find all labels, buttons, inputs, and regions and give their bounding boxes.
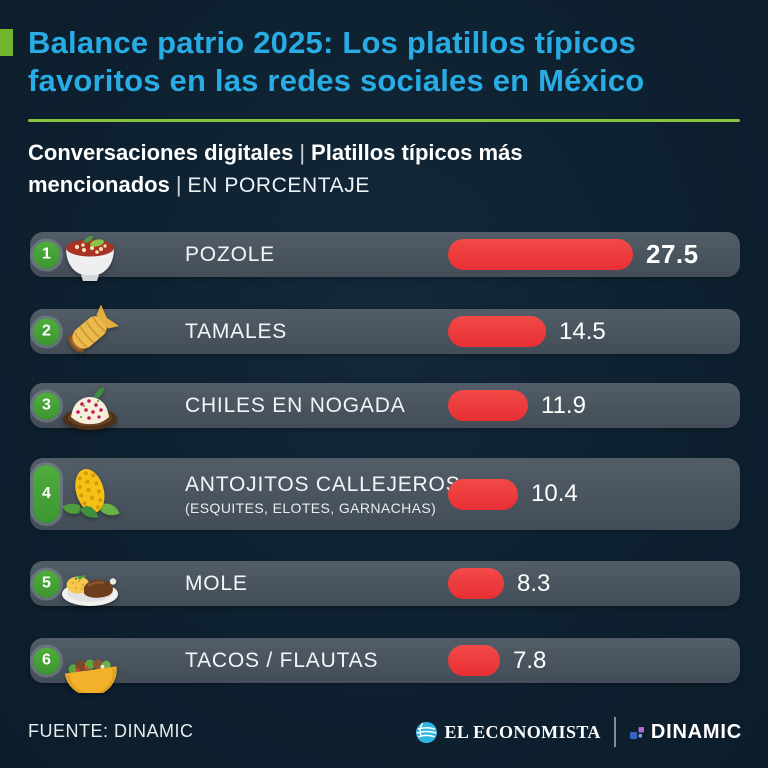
dish-sublabel: (ESQUITES, ELOTES, GARNACHAS) bbox=[185, 499, 437, 516]
el-economista-logo: EL ECONOMISTA bbox=[415, 721, 600, 744]
row-track bbox=[30, 309, 740, 354]
bar bbox=[448, 478, 518, 510]
subtitle-topic-1: Conversaciones digitales bbox=[28, 140, 294, 165]
row-track bbox=[30, 561, 740, 606]
dish-label: CHILES EN NOGADA bbox=[185, 393, 406, 417]
bar-value: 11.9 bbox=[541, 391, 586, 419]
bar-value: 27.5 bbox=[646, 239, 699, 269]
source-note: FUENTE: DINAMIC bbox=[28, 721, 194, 741]
subtitle-separator: | bbox=[299, 140, 306, 165]
rank-badge: 2 bbox=[33, 318, 60, 345]
chart-row: 1 POZOLE 27.5 bbox=[0, 232, 768, 281]
dinamic-wordmark: DINAMIC bbox=[650, 720, 742, 743]
bar-value: 7.8 bbox=[513, 646, 547, 674]
rank-badge: 6 bbox=[33, 647, 60, 674]
chart-row: 2 TAMALES 14.5 bbox=[0, 304, 768, 354]
bar bbox=[448, 645, 500, 676]
green-divider-line bbox=[28, 119, 740, 122]
subtitle-topic-2: Platillos típicos más mencionados bbox=[28, 140, 523, 197]
bar bbox=[448, 568, 504, 599]
mole-plate-icon bbox=[58, 552, 122, 616]
dish-label: ANTOJITOS CALLEJEROS bbox=[185, 472, 461, 496]
tamal-icon bbox=[58, 300, 122, 364]
bar-value: 14.5 bbox=[559, 317, 606, 345]
page-title: Balance patrio 2025: Los platillos típic… bbox=[28, 24, 752, 100]
brand-divider bbox=[613, 717, 616, 747]
chart-row: 5 MOLE 8.3 bbox=[0, 561, 768, 606]
bar bbox=[448, 316, 546, 347]
pozole-bowl-icon bbox=[58, 223, 122, 287]
bar bbox=[448, 239, 633, 270]
row-track bbox=[30, 383, 740, 428]
dinamic-squares-icon bbox=[629, 726, 644, 739]
chart-row: 4 ANTOJITOS CALLEJEROS bbox=[0, 458, 768, 530]
row-track bbox=[30, 638, 740, 683]
dish-label: POZOLE bbox=[185, 242, 275, 266]
title-line-1: Balance patrio 2025: Los platillos típic… bbox=[28, 25, 636, 60]
el-economista-wordmark: EL ECONOMISTA bbox=[444, 721, 601, 742]
chart-row: 6 TACOS / FLAUTAS 7.8 bbox=[0, 638, 768, 696]
chart-row: 3 CHILES EN NOGADA 11.9 bbox=[0, 383, 768, 430]
corn-icon bbox=[58, 460, 126, 528]
dish-label: MOLE bbox=[185, 571, 248, 595]
subtitle-separator: | bbox=[175, 172, 182, 197]
green-accent-square bbox=[0, 29, 13, 56]
rank-badge: 3 bbox=[33, 392, 60, 419]
dish-label: TACOS / FLAUTAS bbox=[185, 648, 379, 672]
subtitle-unit: EN PORCENTAJE bbox=[187, 174, 370, 197]
dish-label: TAMALES bbox=[185, 319, 288, 343]
bar-value: 8.3 bbox=[517, 569, 551, 597]
row-track bbox=[30, 458, 740, 530]
el-economista-globe-icon bbox=[416, 721, 438, 743]
rank-badge: 5 bbox=[33, 570, 60, 597]
bar bbox=[448, 390, 528, 421]
footer-brands: EL ECONOMISTA DINAMIC bbox=[415, 714, 742, 750]
title-line-2: favoritos en las redes sociales en Méxic… bbox=[28, 63, 645, 98]
chile-en-nogada-icon bbox=[58, 374, 122, 438]
taco-icon bbox=[58, 629, 122, 696]
rank-badge: 4 bbox=[33, 465, 60, 523]
chart-subtitle: Conversaciones digitales | Platillos típic… bbox=[28, 137, 678, 202]
dinamic-logo: DINAMIC bbox=[629, 721, 742, 744]
rank-badge: 1 bbox=[33, 241, 60, 268]
bar-value: 10.4 bbox=[531, 480, 578, 507]
